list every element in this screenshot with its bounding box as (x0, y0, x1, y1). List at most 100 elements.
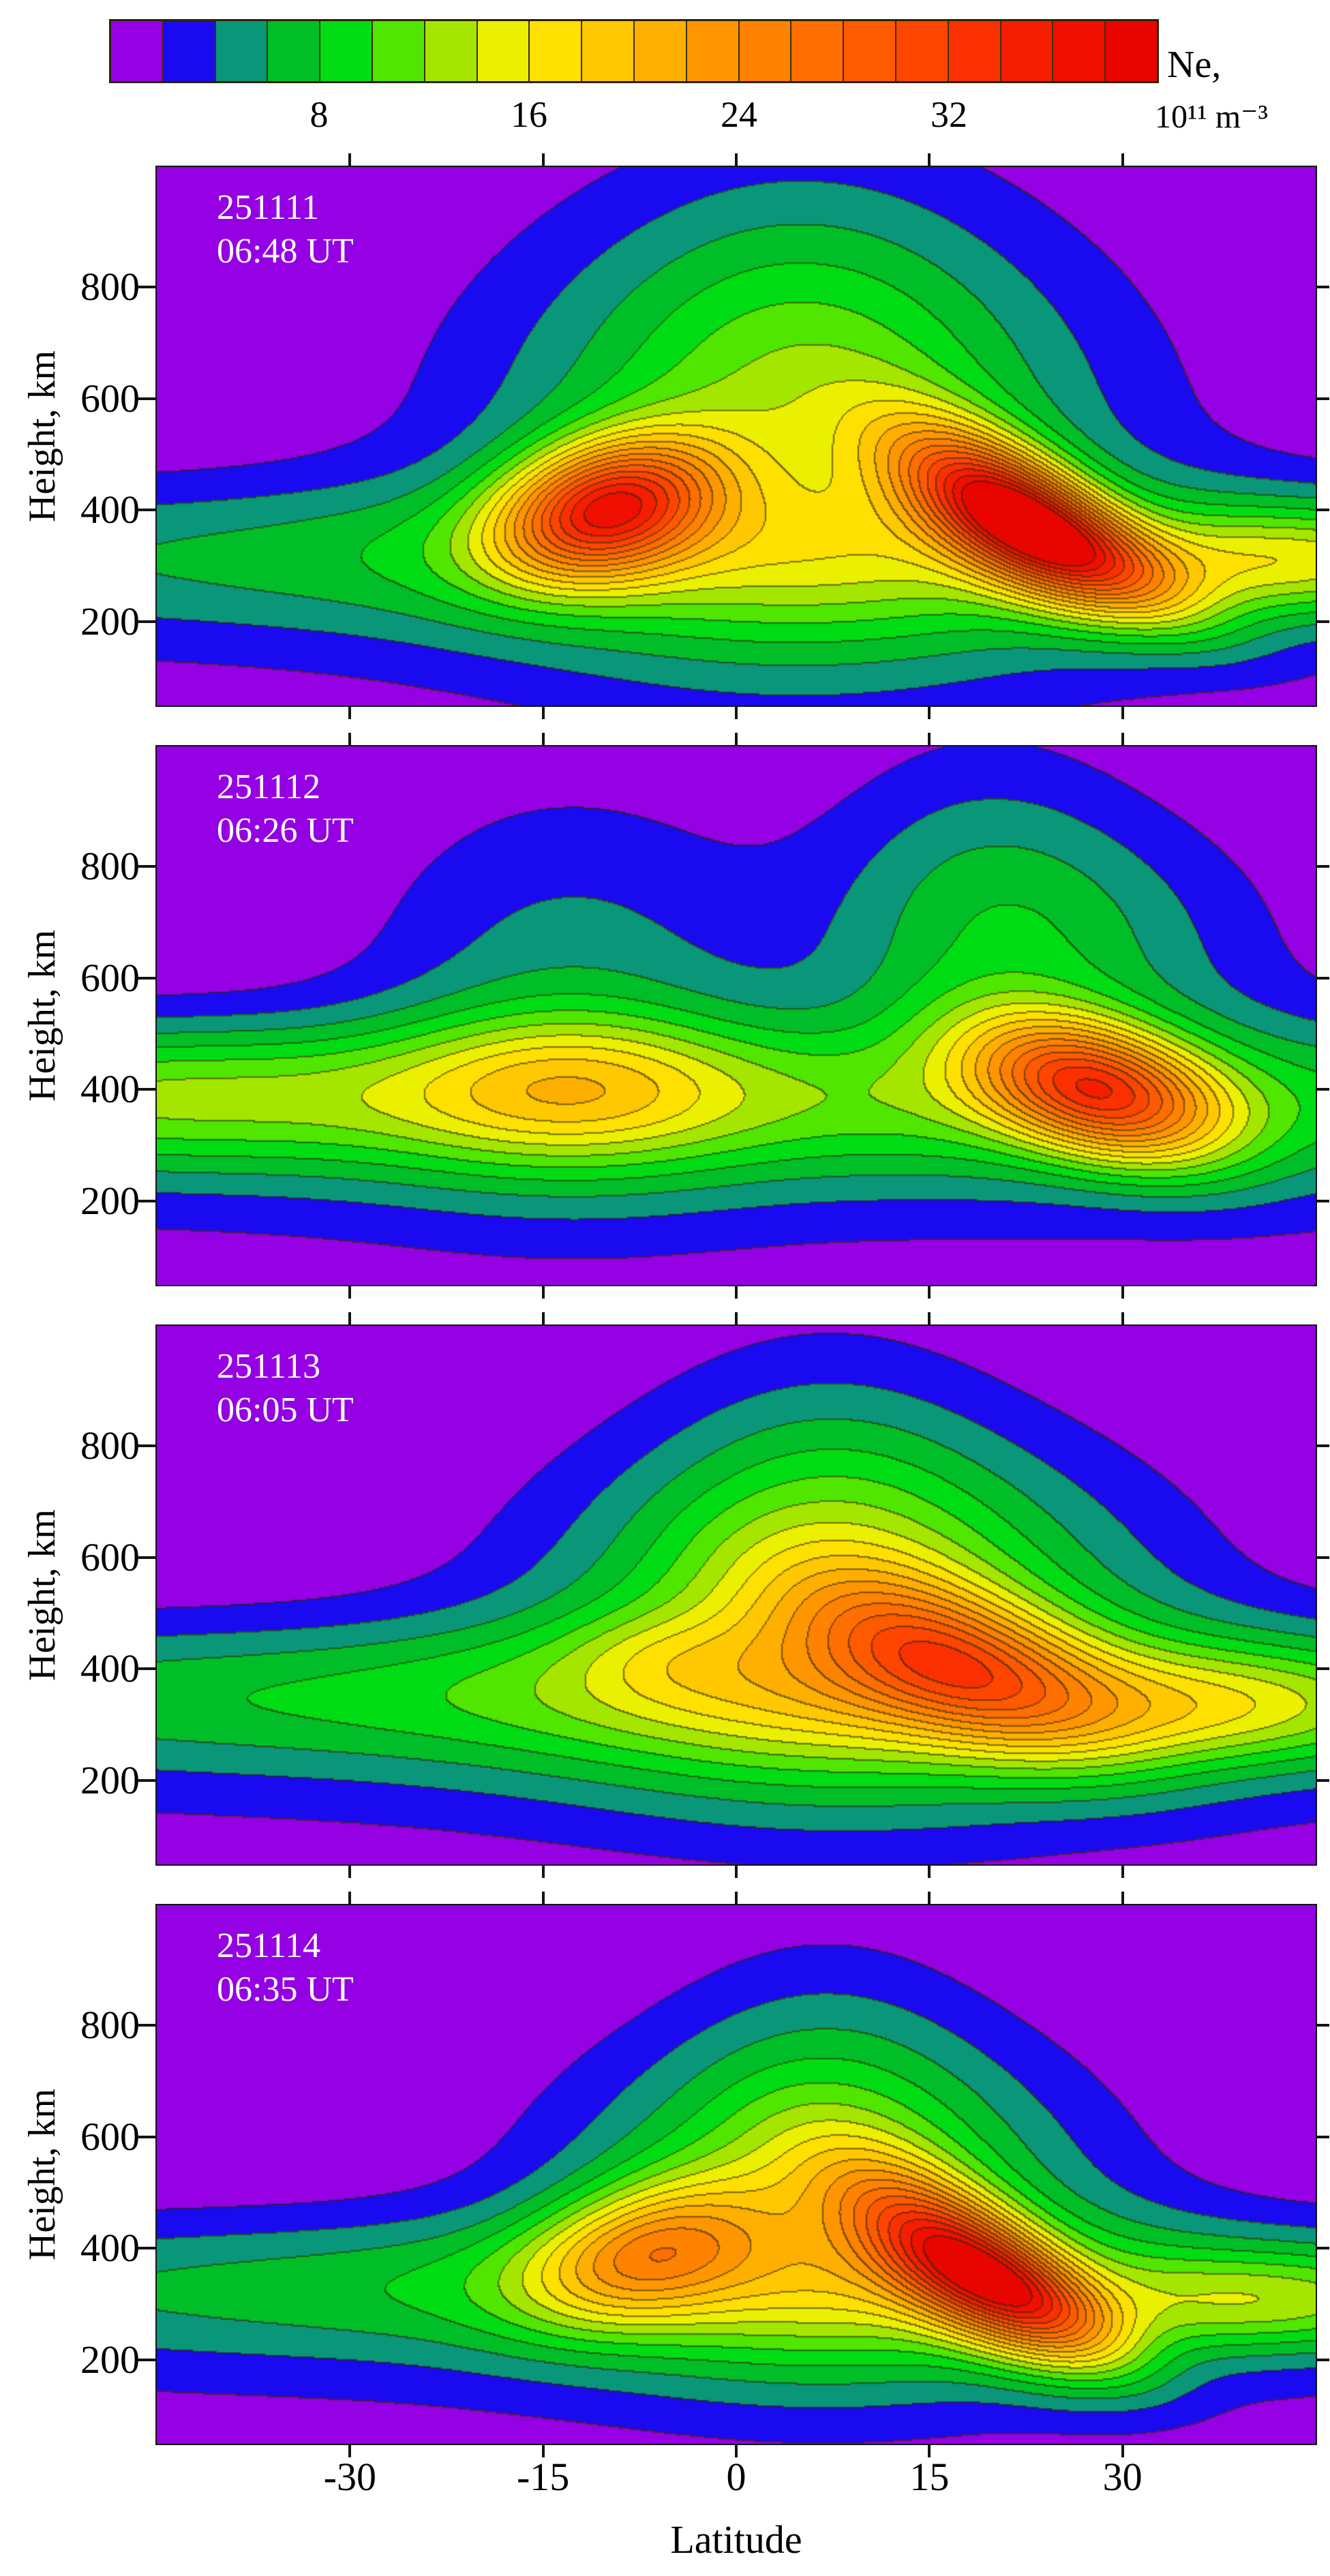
x-tick-mark-top (1121, 1892, 1124, 1905)
x-tick-mark-bottom (348, 1864, 352, 1878)
x-tick-mark-bottom (541, 1864, 545, 1878)
x-axis-title: Latitude (670, 2517, 802, 2562)
y-tick-label: 400 (80, 487, 140, 532)
x-tick-mark-top (541, 153, 545, 167)
colorbar-segment (686, 21, 740, 81)
y-tick-mark-left (138, 1667, 157, 1671)
colorbar-segment (739, 21, 792, 81)
y-tick-mark-right (1316, 865, 1329, 868)
y-tick-mark-left (138, 286, 157, 288)
y-tick-mark-right (1316, 397, 1329, 400)
contour-plot-251113 (157, 1326, 1316, 1864)
contour-plot-251111 (157, 167, 1316, 706)
x-tick-mark-bottom (348, 2444, 352, 2457)
panel-label: 251111 06:48 UT (217, 188, 354, 271)
x-tick-label: 0 (726, 2455, 746, 2499)
colorbar-segment (530, 21, 583, 81)
x-tick-mark-bottom (541, 2444, 545, 2457)
x-tick-mark-bottom (1121, 2444, 1124, 2457)
x-tick-label: 15 (909, 2455, 950, 2499)
y-tick-label: 200 (80, 599, 140, 644)
colorbar (109, 19, 1159, 83)
colorbar-tick-label: 24 (721, 94, 757, 135)
x-tick-mark-bottom (735, 2444, 738, 2457)
colorbar-segment (896, 21, 949, 81)
x-tick-mark-top (541, 1892, 545, 1905)
y-tick-mark-left (138, 2024, 157, 2027)
y-axis-title: Height, km (21, 1509, 63, 1681)
y-tick-mark-left (138, 976, 157, 980)
colorbar-segment (1106, 21, 1157, 81)
y-tick-mark-right (1316, 509, 1329, 512)
x-tick-mark-bottom (928, 1864, 931, 1878)
x-tick-mark-top (348, 1312, 352, 1326)
y-tick-label: 200 (80, 1758, 140, 1803)
y-tick-mark-right (1316, 2024, 1329, 2027)
contour-panel-251113: 251113 06:05 UT (155, 1324, 1317, 1866)
panel-label: 251112 06:26 UT (217, 768, 354, 850)
y-tick-mark-right (1316, 1779, 1329, 1783)
x-tick-mark-bottom (541, 706, 545, 719)
y-tick-mark-right (1316, 2135, 1329, 2138)
contour-panel-251112: 251112 06:26 UT (155, 745, 1317, 1286)
y-tick-mark-right (1316, 1444, 1329, 1447)
x-tick-mark-bottom (735, 1864, 738, 1878)
colorbar-title: Ne, (1167, 44, 1222, 86)
y-tick-mark-left (138, 2135, 157, 2138)
y-tick-label: 200 (80, 1179, 140, 1224)
y-tick-mark-right (1316, 1556, 1329, 1559)
x-tick-mark-bottom (735, 1285, 738, 1299)
y-tick-mark-left (138, 1200, 157, 1203)
x-tick-mark-top (735, 1892, 738, 1905)
colorbar-segment (477, 21, 530, 81)
y-tick-mark-left (138, 1444, 157, 1447)
colorbar-segment (163, 21, 216, 81)
y-axis-title: Height, km (21, 2089, 63, 2260)
y-tick-mark-left (138, 1779, 157, 1783)
colorbar-segment (215, 21, 269, 81)
x-tick-mark-top (928, 1892, 931, 1905)
colorbar-tick-label: 32 (931, 94, 967, 135)
y-tick-mark-right (1316, 976, 1329, 980)
x-tick-mark-top (541, 1312, 545, 1326)
colorbar-tick-label: 16 (511, 94, 547, 135)
y-tick-label: 200 (80, 2337, 140, 2382)
x-tick-mark-top (1121, 733, 1124, 746)
y-tick-mark-left (138, 1088, 157, 1091)
x-tick-mark-bottom (928, 2444, 931, 2457)
x-tick-mark-top (541, 733, 545, 746)
y-tick-mark-right (1316, 286, 1329, 288)
x-tick-mark-top (1121, 153, 1124, 167)
x-tick-mark-bottom (541, 1285, 545, 1299)
colorbar-segment (425, 21, 478, 81)
y-tick-label: 400 (80, 1646, 140, 1691)
y-tick-mark-right (1316, 2247, 1329, 2250)
x-tick-mark-top (348, 733, 352, 746)
panel-label: 251113 06:05 UT (217, 1347, 354, 1429)
colorbar-tick-label: 8 (309, 94, 329, 135)
y-tick-mark-right (1316, 2359, 1329, 2362)
x-tick-mark-top (1121, 1312, 1124, 1326)
x-tick-mark-top (348, 153, 352, 167)
y-tick-mark-left (138, 397, 157, 400)
contour-panel-251114: 251114 06:35 UT (155, 1904, 1317, 2445)
x-tick-mark-bottom (1121, 1864, 1124, 1878)
y-tick-mark-right (1316, 1200, 1329, 1203)
colorbar-segment (634, 21, 687, 81)
panel-label: 251114 06:35 UT (217, 1926, 354, 2009)
x-tick-mark-top (928, 1312, 931, 1326)
colorbar-segment (844, 21, 896, 81)
colorbar-segment (948, 21, 1001, 81)
colorbar-segment (372, 21, 425, 81)
y-tick-mark-left (138, 620, 157, 624)
y-tick-label: 600 (80, 2114, 140, 2159)
contour-plot-251114 (157, 1905, 1316, 2444)
y-axis-title: Height, km (21, 930, 63, 1102)
y-axis-title: Height, km (21, 350, 63, 522)
x-tick-mark-bottom (1121, 706, 1124, 719)
y-tick-mark-left (138, 1556, 157, 1559)
colorbar-segment (791, 21, 845, 81)
y-tick-label: 800 (80, 264, 140, 309)
x-tick-label: -15 (516, 2455, 570, 2499)
